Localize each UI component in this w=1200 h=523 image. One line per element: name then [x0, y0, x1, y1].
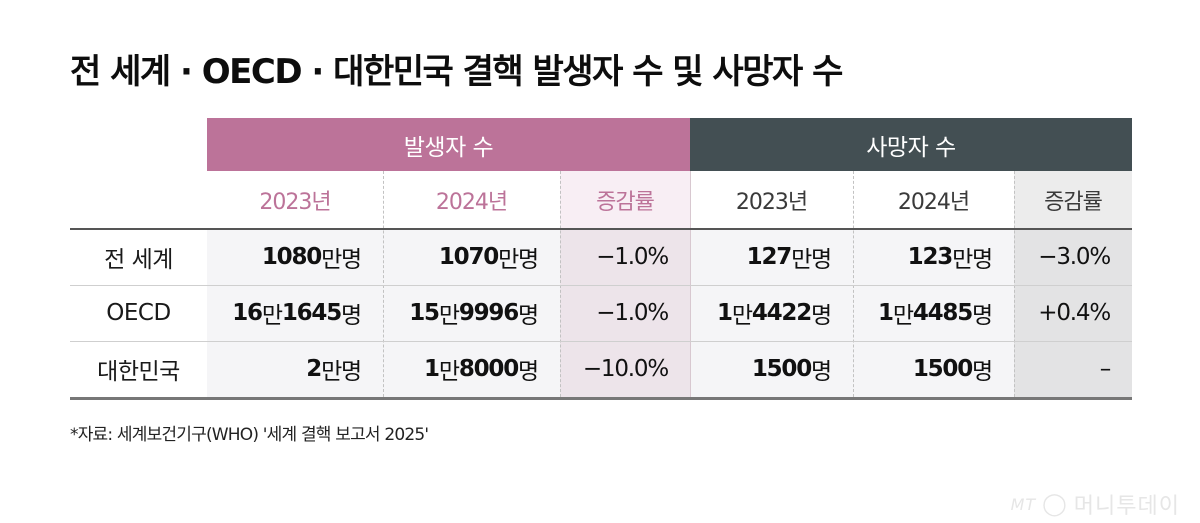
- column-divider: [560, 171, 561, 397]
- source-note: *자료: 세계보건기구(WHO) '세계 결핵 보고서 2025': [70, 425, 429, 445]
- page-title: 전 세계 · OECD · 대한민국 결핵 발생자 수 및 사망자 수: [70, 52, 843, 92]
- col-header-death-2024: 2024년: [897, 189, 970, 215]
- cell-oecd-death-2024: 1 만 4485 명: [853, 285, 1014, 341]
- cell-world-death-rate: −3.0%: [1014, 229, 1132, 285]
- cell-korea-death-2023: 1500 명: [690, 341, 853, 397]
- logo-name: 머니투데이: [1073, 494, 1180, 519]
- col-header-inc-2023: 2023년: [259, 189, 331, 215]
- col-header-inc-rate: 증감률: [560, 171, 690, 228]
- logo-circle-icon: ◯: [1042, 491, 1068, 517]
- cell-korea-death-rate: –: [1014, 341, 1132, 397]
- column-divider: [383, 171, 384, 397]
- cell-world-death-2023: 127 만명: [690, 229, 853, 285]
- cell-world-inc-rate: −1.0%: [560, 229, 690, 285]
- logo-mark: MT: [1010, 494, 1037, 514]
- cell-world-inc-2023: 1080 만명: [207, 229, 383, 285]
- column-divider: [1014, 171, 1015, 397]
- group-divider: [690, 171, 691, 397]
- cell-korea-inc-2023: 2 만명: [207, 341, 383, 397]
- header-rule: [70, 228, 1132, 230]
- row-rule: [70, 341, 1132, 342]
- cell-oecd-inc-rate: −1.0%: [560, 285, 690, 341]
- row-label-world: 전 세계: [104, 247, 173, 273]
- cell-world-inc-2024: 1070 만명: [383, 229, 560, 285]
- col-header-inc-2024: 2024년: [435, 189, 508, 215]
- row-label-oecd: OECD: [106, 300, 171, 326]
- cell-world-death-2024: 123 만명: [853, 229, 1014, 285]
- cell-oecd-inc-2024: 15 만 9996 명: [383, 285, 560, 341]
- row-rule: [70, 285, 1132, 286]
- cell-oecd-death-2023: 1 만 4422 명: [690, 285, 853, 341]
- cell-oecd-death-rate: +0.4%: [1014, 285, 1132, 341]
- col-header-death-2023: 2023년: [735, 189, 808, 215]
- group-header-incidence: 발생자 수: [207, 118, 690, 171]
- row-label-korea: 대한민국: [97, 359, 180, 385]
- cell-korea-death-2024: 1500 명: [853, 341, 1014, 397]
- col-header-death-rate: 증감률: [1014, 171, 1132, 228]
- cell-oecd-inc-2023: 16 만 1645 명: [207, 285, 383, 341]
- group-header-deaths: 사망자 수: [690, 118, 1132, 171]
- cell-korea-inc-2024: 1 만 8000 명: [383, 341, 560, 397]
- bottom-rule: [70, 397, 1132, 400]
- cell-korea-inc-rate: −10.0%: [560, 341, 690, 397]
- column-divider: [853, 171, 854, 397]
- brand-logo: MT ◯ 머니투데이: [1011, 488, 1180, 520]
